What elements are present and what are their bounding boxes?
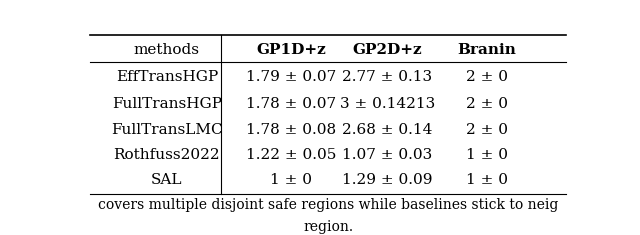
Text: 1.29 ± 0.09: 1.29 ± 0.09 [342,173,433,187]
Text: region.: region. [303,220,353,234]
Text: 1 ± 0: 1 ± 0 [466,148,508,162]
Text: 1.78 ± 0.08: 1.78 ± 0.08 [246,122,336,137]
Text: Rothfuss2022: Rothfuss2022 [113,148,220,162]
Text: FullTransHGP: FullTransHGP [112,97,222,111]
Text: 1.78 ± 0.07: 1.78 ± 0.07 [246,97,336,111]
Text: FullTransLMC: FullTransLMC [111,122,223,137]
Text: 1.22 ± 0.05: 1.22 ± 0.05 [246,148,336,162]
Text: 2.77 ± 0.13: 2.77 ± 0.13 [342,70,433,84]
Text: GP1D+z: GP1D+z [256,43,326,57]
Text: 2.68 ± 0.14: 2.68 ± 0.14 [342,122,433,137]
Text: methods: methods [134,43,200,57]
Text: 2 ± 0: 2 ± 0 [466,97,508,111]
Text: covers multiple disjoint safe regions while baselines stick to neig: covers multiple disjoint safe regions wh… [98,198,558,212]
Text: 2 ± 0: 2 ± 0 [466,70,508,84]
Text: 2 ± 0: 2 ± 0 [466,122,508,137]
Text: 1.79 ± 0.07: 1.79 ± 0.07 [246,70,336,84]
Text: Branin: Branin [458,43,516,57]
Text: SAL: SAL [151,173,182,187]
Text: 1 ± 0: 1 ± 0 [270,173,312,187]
Text: 1 ± 0: 1 ± 0 [466,173,508,187]
Text: EffTransHGP: EffTransHGP [116,70,218,84]
Text: 1.07 ± 0.03: 1.07 ± 0.03 [342,148,433,162]
Text: 3 ± 0.14213: 3 ± 0.14213 [340,97,435,111]
Text: GP2D+z: GP2D+z [353,43,422,57]
